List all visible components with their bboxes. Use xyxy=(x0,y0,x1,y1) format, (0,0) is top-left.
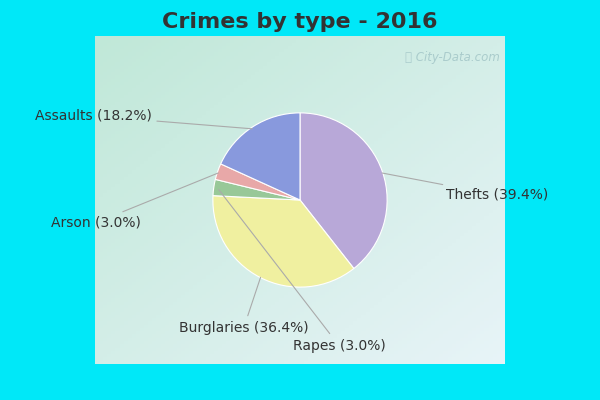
Wedge shape xyxy=(215,164,300,200)
Text: Rapes (3.0%): Rapes (3.0%) xyxy=(218,190,385,352)
Text: Crimes by type - 2016: Crimes by type - 2016 xyxy=(162,12,438,32)
Wedge shape xyxy=(213,196,354,287)
Text: ⓘ City-Data.com: ⓘ City-Data.com xyxy=(405,51,500,64)
Wedge shape xyxy=(213,179,300,200)
Text: Burglaries (36.4%): Burglaries (36.4%) xyxy=(179,277,308,335)
Text: Thefts (39.4%): Thefts (39.4%) xyxy=(382,173,548,202)
Text: Assaults (18.2%): Assaults (18.2%) xyxy=(35,109,252,129)
Wedge shape xyxy=(300,113,387,268)
Wedge shape xyxy=(221,113,300,200)
Text: Arson (3.0%): Arson (3.0%) xyxy=(51,173,218,230)
